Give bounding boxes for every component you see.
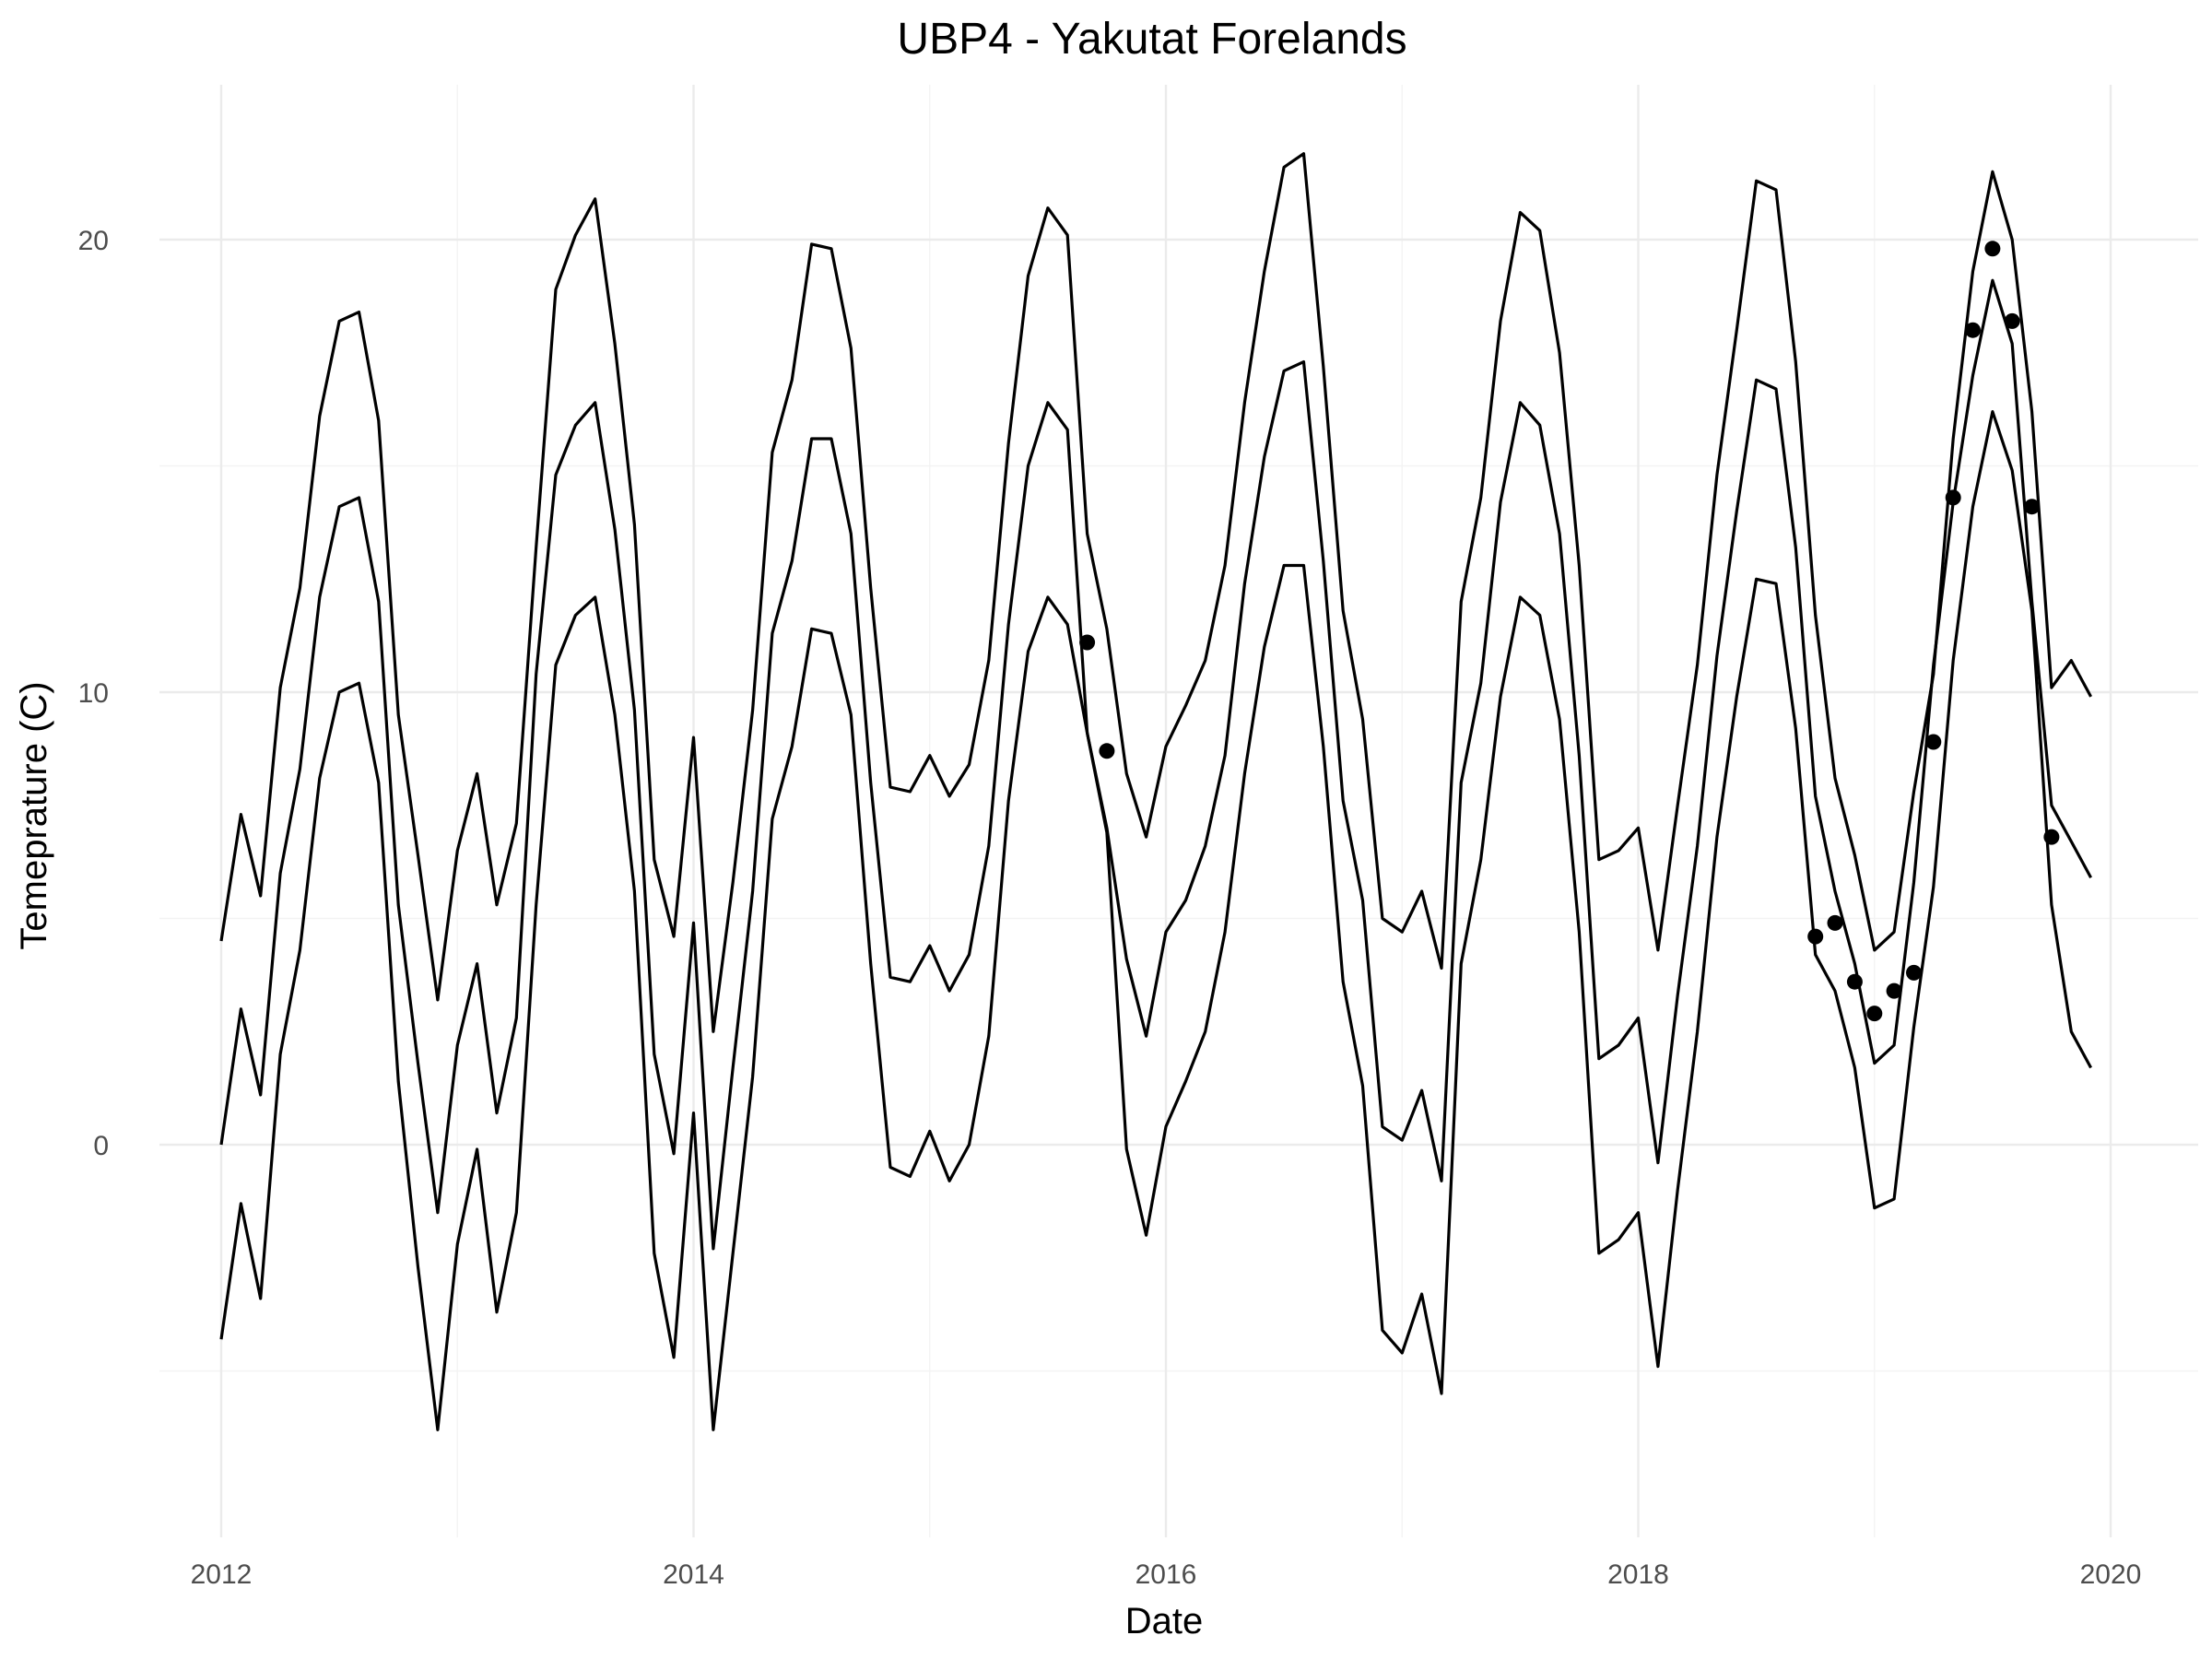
chart-title: UBP4 - Yakutat Forelands <box>897 15 1406 64</box>
x-tick-label: 2016 <box>1135 1559 1197 1590</box>
y-tick-label: 0 <box>93 1131 109 1161</box>
upper-bound-line <box>219 152 2093 1033</box>
observed-point <box>1807 928 1824 945</box>
x-tick-label: 2018 <box>1607 1559 1669 1590</box>
points-layer <box>1079 241 2060 1022</box>
observed-point <box>1846 973 1863 990</box>
observed-point <box>1099 743 1115 759</box>
x-tick-label: 2014 <box>663 1559 724 1590</box>
grid-layer <box>159 85 2198 1537</box>
observed-point <box>1965 322 1981 338</box>
y-tick-label: 10 <box>78 678 109 709</box>
observed-point <box>1906 964 1922 981</box>
observed-point <box>2043 829 2060 845</box>
y-tick-label: 20 <box>78 226 109 256</box>
x-tick-label: 2012 <box>191 1559 253 1590</box>
observed-point <box>1079 634 1096 651</box>
observed-point <box>1945 489 1961 506</box>
observed-point <box>1866 1006 1883 1022</box>
observed-point <box>1984 241 2001 257</box>
y-axis-title: Temeprature (C) <box>14 681 54 949</box>
tick-labels: 2012 2014 2016 2018 2020 0 10 20 <box>78 226 2142 1590</box>
x-tick-label: 2020 <box>2080 1559 2142 1590</box>
mean-line <box>219 278 2093 1251</box>
observed-point <box>1886 982 1902 999</box>
observed-point <box>1827 914 1843 931</box>
observed-point <box>2004 312 2020 329</box>
series-layer <box>219 152 2093 1431</box>
observed-point <box>2024 499 2041 515</box>
x-axis-title: Date <box>1125 1601 1204 1641</box>
observed-point <box>1925 734 1942 750</box>
lower-bound-line <box>219 410 2093 1431</box>
